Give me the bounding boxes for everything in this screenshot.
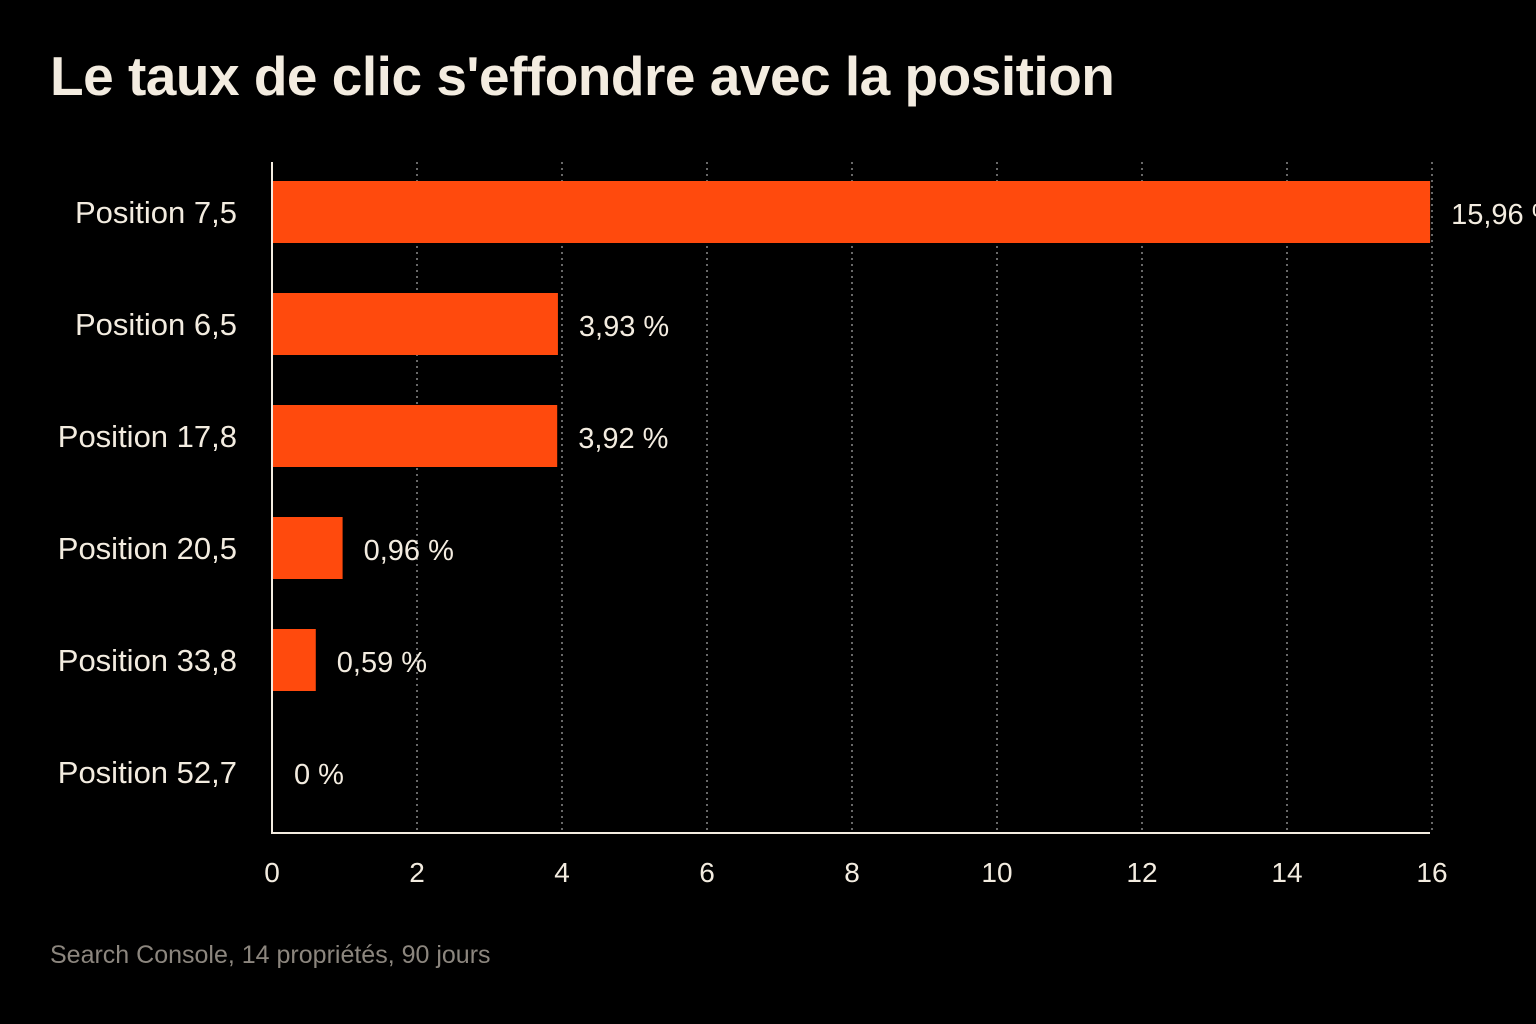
value-label: 0 % xyxy=(294,759,344,791)
bar xyxy=(273,405,558,467)
x-tick-label: 16 xyxy=(1416,857,1447,888)
category-label: Position 33,8 xyxy=(58,643,237,678)
x-tick-label: 6 xyxy=(699,857,715,888)
source-note: Search Console, 14 propriétés, 90 jours xyxy=(50,941,491,969)
category-label: Position 20,5 xyxy=(58,531,237,566)
category-label: Position 7,5 xyxy=(75,195,237,230)
value-label: 3,92 % xyxy=(578,423,668,455)
x-tick-label: 10 xyxy=(981,857,1012,888)
axes xyxy=(271,162,1430,834)
chart-title: Le taux de clic s'effondre avec la posit… xyxy=(50,45,1115,107)
x-tick-label: 0 xyxy=(264,857,280,888)
value-label: 0,59 % xyxy=(337,647,427,679)
bars xyxy=(273,181,1431,691)
bar xyxy=(273,517,343,579)
x-tick-label: 2 xyxy=(409,857,425,888)
x-tick-label: 14 xyxy=(1271,857,1302,888)
category-label: Position 6,5 xyxy=(75,307,237,342)
grid-lines xyxy=(416,162,1433,833)
category-label: Position 52,7 xyxy=(58,755,237,790)
value-label: 3,93 % xyxy=(579,311,669,343)
x-tick-label: 4 xyxy=(554,857,570,888)
x-tick-label: 12 xyxy=(1126,857,1157,888)
bar xyxy=(273,293,558,355)
labels: 0 2 4 6 8 10 12 14 16 Position 7,5 15,96 % Position… xyxy=(58,195,1536,888)
bar xyxy=(273,629,316,691)
category-label: Position 17,8 xyxy=(58,419,237,454)
bar xyxy=(273,181,1431,243)
x-tick-label: 8 xyxy=(844,857,860,888)
value-label: 0,96 % xyxy=(364,535,454,567)
value-label: 15,96 % xyxy=(1451,199,1536,231)
